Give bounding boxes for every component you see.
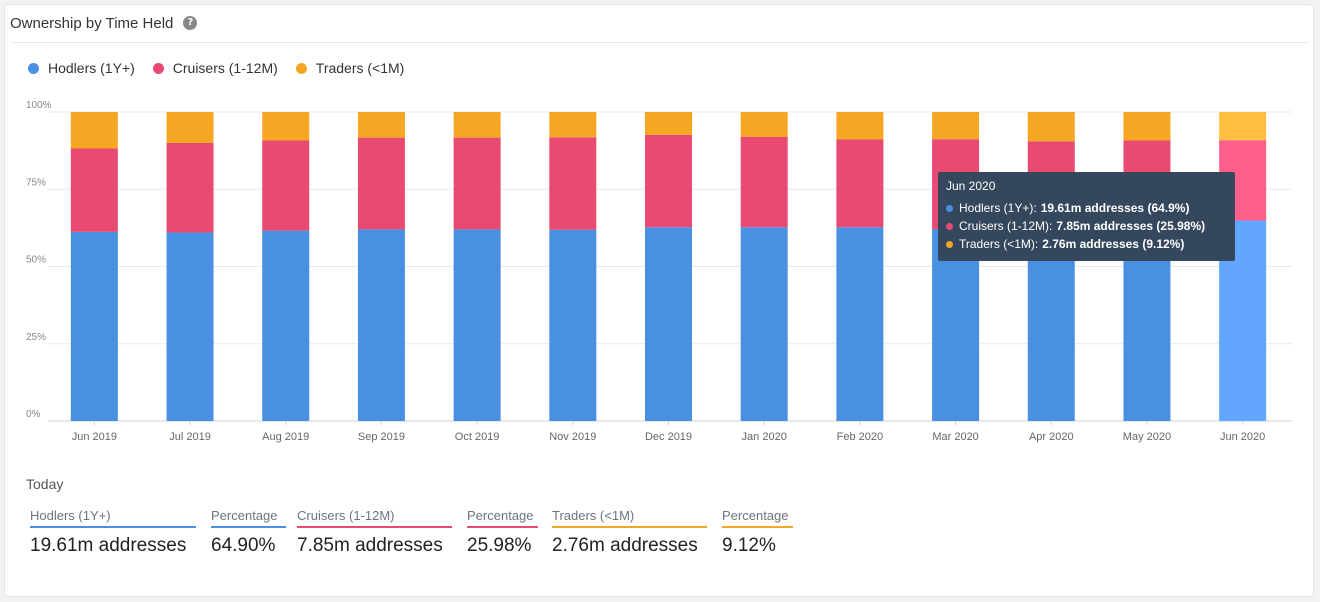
hodlers-bar-segment (453, 229, 501, 421)
stat-cruisers-percentage: Percentage 25.98% (467, 508, 538, 557)
y-tick-label: 75% (26, 177, 46, 188)
stat-value-traders-percentage: 9.12% (722, 535, 776, 556)
traders-bar-segment (453, 112, 501, 138)
x-tick-label: Dec 2019 (645, 431, 692, 443)
x-tick-label: Nov 2019 (549, 431, 596, 443)
chart-tooltip: Jun 2020 Hodlers (1Y+): 19.61m addresses… (938, 172, 1235, 261)
traders-bar-segment (70, 112, 118, 149)
chart-legend: Hodlers (1Y+) Cruisers (1-12M) Traders (… (28, 60, 422, 76)
traders-bar-segment (1123, 112, 1171, 141)
cruisers-bar-segment (645, 134, 692, 228)
tooltip-row-cruisers: Cruisers (1-12M): 7.85m addresses (25.98… (946, 217, 1227, 235)
legend-dot-traders (295, 62, 307, 74)
tooltip-label-cruisers: Cruisers (1-12M): (959, 219, 1053, 233)
x-tick-label: Sep 2019 (358, 431, 405, 443)
x-tick-label: Apr 2020 (1029, 431, 1074, 443)
stat-label-traders: Traders (<1M) (552, 508, 707, 528)
x-tick-label: May 2020 (1123, 431, 1171, 443)
legend-item-hodlers[interactable]: Hodlers (1Y+) (28, 60, 135, 76)
x-tick-label: Mar 2020 (932, 431, 978, 443)
traders-bar-segment (740, 112, 788, 137)
cruisers-bar-segment (549, 137, 597, 230)
legend-item-cruisers[interactable]: Cruisers (1-12M) (152, 60, 278, 76)
cruisers-bar-segment (166, 142, 214, 233)
tooltip-row-hodlers: Hodlers (1Y+): 19.61m addresses (64.9%) (946, 199, 1227, 217)
hodlers-bar-segment (70, 231, 118, 421)
traders-bar-segment (645, 112, 692, 135)
stat-value-traders: 2.76m addresses (552, 535, 698, 556)
y-tick-label: 0% (26, 409, 41, 420)
tooltip-value-traders: 2.76m addresses (9.12%) (1042, 237, 1185, 251)
tooltip-dot-traders (946, 240, 953, 248)
cruisers-bar-segment (262, 140, 310, 231)
legend-dot-cruisers (152, 62, 164, 74)
stat-value-cruisers-percentage: 25.98% (467, 535, 532, 556)
hodlers-bar-segment (740, 227, 788, 421)
traders-bar-segment (932, 112, 980, 140)
chart-title: Ownership by Time Held (10, 14, 174, 32)
y-tick-label: 50% (26, 255, 46, 266)
legend-label-hodlers: Hodlers (1Y+) (48, 60, 135, 76)
tooltip-title: Jun 2020 (946, 179, 996, 193)
x-tick-label: Feb 2020 (837, 431, 883, 443)
today-heading: Today (26, 476, 64, 492)
tooltip-dot-hodlers (946, 204, 953, 212)
x-tick-label: Aug 2019 (262, 431, 309, 443)
cruisers-bar-segment (740, 136, 788, 228)
stat-hodlers-percentage: Percentage 64.90% (211, 508, 286, 557)
x-tick-label: Jun 2019 (72, 431, 117, 443)
hodlers-bar-segment (932, 229, 980, 421)
hodlers-bar-segment (166, 232, 214, 421)
legend-label-cruisers: Cruisers (1-12M) (172, 60, 278, 76)
traders-bar-segment (262, 112, 310, 141)
tooltip-row-traders: Traders (<1M): 2.76m addresses (9.12%) (946, 235, 1227, 253)
hodlers-bar-segment (836, 227, 884, 421)
stat-label-cruisers: Cruisers (1-12M) (297, 508, 452, 528)
cruisers-bar-segment (453, 137, 501, 230)
traders-bar-segment (1219, 112, 1267, 141)
traders-bar-segment (549, 112, 597, 138)
x-tick-label: Jul 2019 (169, 431, 211, 443)
hodlers-bar-segment (549, 229, 597, 421)
stat-label-hodlers: Hodlers (1Y+) (30, 508, 196, 528)
tooltip-value-hodlers: 19.61m addresses (64.9%) (1040, 201, 1190, 215)
question-circle-icon[interactable]: ? (183, 16, 198, 30)
cruisers-bar-segment (357, 137, 405, 230)
stat-value-hodlers: 19.61m addresses (30, 535, 187, 556)
hodlers-bar-segment (645, 227, 692, 421)
traders-bar-segment (836, 112, 884, 140)
x-tick-label: Oct 2019 (455, 431, 500, 443)
y-tick-label: 25% (26, 332, 46, 343)
stat-traders-percentage: Percentage 9.12% (722, 508, 793, 557)
legend-dot-hodlers (28, 62, 39, 74)
cruisers-bar-segment (70, 148, 118, 232)
x-tick-label: Jun 2020 (1220, 431, 1265, 443)
stat-hodlers: Hodlers (1Y+) 19.61m addresses (30, 508, 196, 557)
stat-label-traders-percentage: Percentage (722, 508, 793, 528)
card-header: Ownership by Time Held ? (10, 12, 198, 34)
stat-label-cruisers-percentage: Percentage (467, 508, 538, 528)
traders-bar-segment (357, 112, 405, 138)
traders-bar-segment (166, 112, 214, 143)
stat-traders: Traders (<1M) 2.76m addresses (552, 508, 707, 557)
tooltip-value-cruisers: 7.85m addresses (25.98%) (1056, 219, 1206, 233)
stat-cruisers: Cruisers (1-12M) 7.85m addresses (297, 508, 452, 557)
hodlers-bar-segment (357, 229, 405, 421)
stat-label-hodlers-percentage: Percentage (211, 508, 286, 528)
stat-value-hodlers-percentage: 64.90% (211, 535, 276, 556)
hodlers-bar-segment (262, 230, 310, 421)
header-divider (10, 42, 1310, 43)
tooltip-label-traders: Traders (<1M): (959, 237, 1039, 251)
traders-bar-segment (1027, 112, 1075, 142)
cruisers-bar-segment (836, 139, 884, 228)
x-tick-label: Jan 2020 (742, 431, 787, 443)
legend-label-traders: Traders (<1M) (315, 60, 405, 76)
stat-value-cruisers: 7.85m addresses (297, 535, 443, 556)
y-tick-label: 100% (26, 100, 52, 111)
tooltip-label-hodlers: Hodlers (1Y+): (959, 201, 1037, 215)
legend-item-traders[interactable]: Traders (<1M) (295, 60, 405, 76)
tooltip-dot-cruisers (946, 222, 953, 230)
